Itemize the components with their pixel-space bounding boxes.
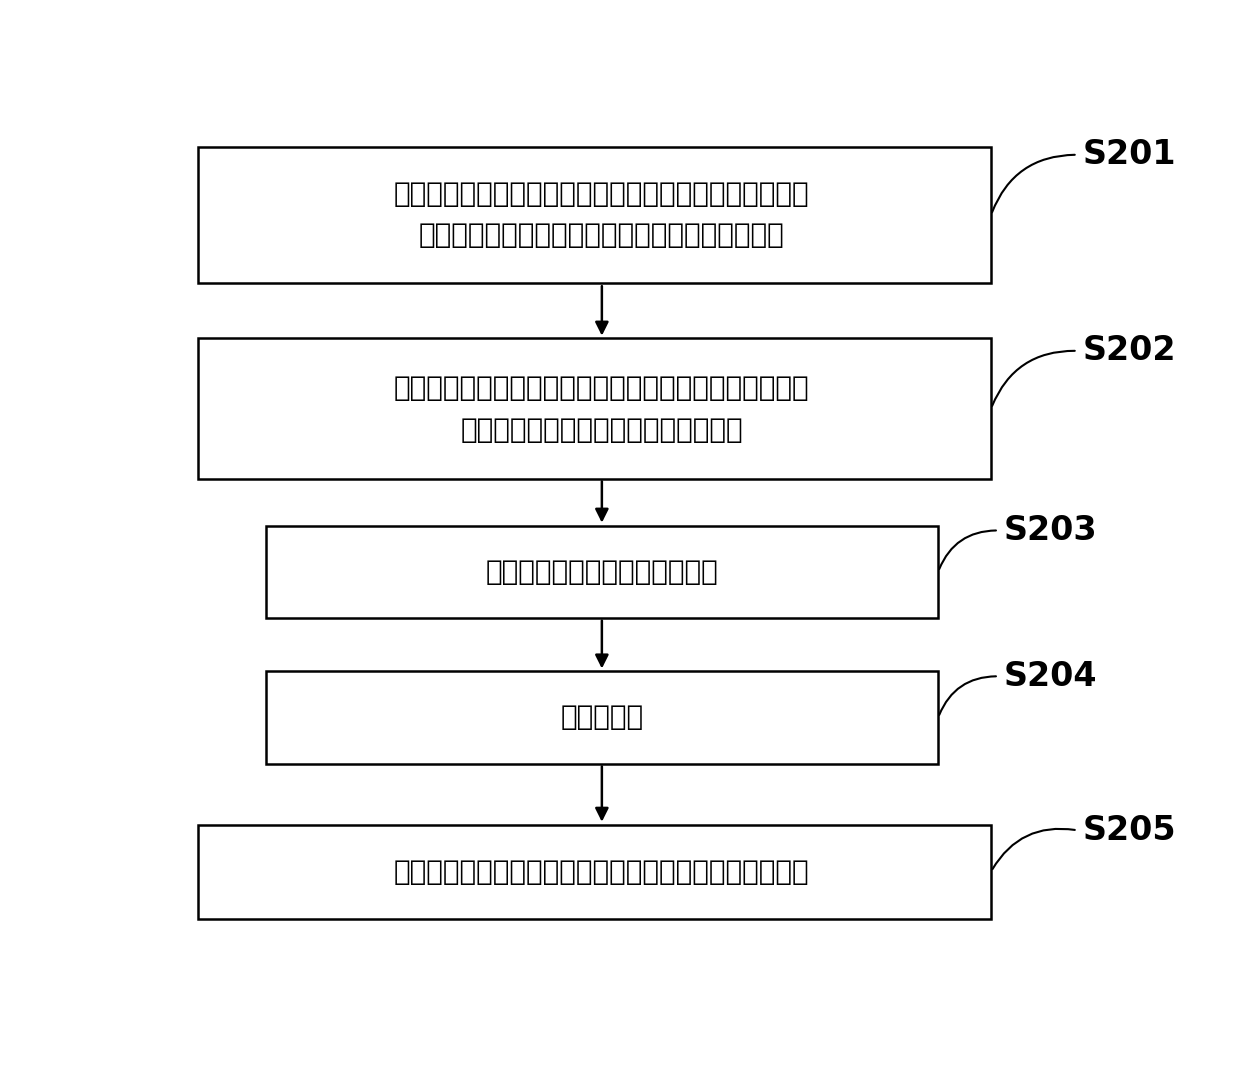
Text: 幅值数据，计算各负荷注入节点的电流: 幅值数据，计算各负荷注入节点的电流: [460, 415, 743, 444]
Text: S201: S201: [1083, 138, 1176, 171]
Text: 由搜索法直接形成路径互阻矩阵: 由搜索法直接形成路径互阻矩阵: [486, 557, 718, 585]
Bar: [265, 525, 939, 617]
Text: S203: S203: [1003, 514, 1097, 547]
Bar: [198, 147, 991, 284]
Bar: [198, 338, 991, 478]
Text: 计算修正量: 计算修正量: [560, 703, 644, 732]
Bar: [198, 825, 991, 918]
Text: 流法进行损耗计算，得到整个配电网的总电能损耗: 流法进行损耗计算，得到整个配电网的总电能损耗: [419, 221, 785, 249]
Text: 根据各负荷节点的有功功率，无功功率，电压幅值，电流: 根据各负荷节点的有功功率，无功功率，电压幅值，电流: [394, 373, 810, 401]
Bar: [265, 671, 939, 764]
Text: 统计小电源的发电量，将小电源等值为负荷，采用平均电: 统计小电源的发电量，将小电源等值为负荷，采用平均电: [394, 181, 810, 209]
Text: S204: S204: [1003, 660, 1097, 692]
Text: 将平均电流法得到的总损耗与修正量相加，得到最终损耗: 将平均电流法得到的总损耗与修正量相加，得到最终损耗: [394, 857, 810, 886]
Text: S202: S202: [1083, 334, 1176, 367]
Text: S205: S205: [1083, 814, 1176, 846]
